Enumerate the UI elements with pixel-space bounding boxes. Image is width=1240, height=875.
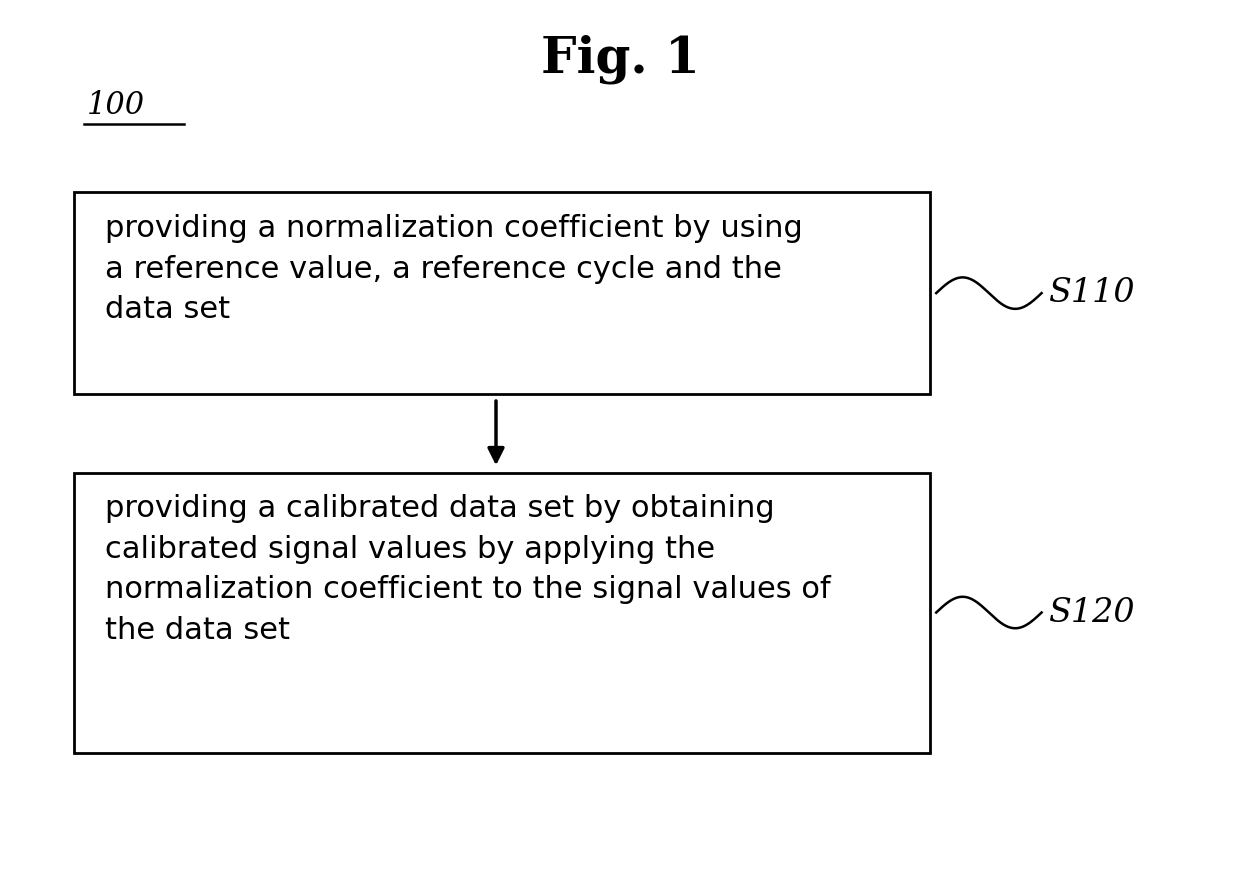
Text: Fig. 1: Fig. 1	[541, 35, 699, 85]
Text: providing a calibrated data set by obtaining
calibrated signal values by applyin: providing a calibrated data set by obtai…	[105, 494, 831, 645]
Bar	[74, 192, 930, 394]
Text: S110: S110	[1048, 277, 1135, 309]
Bar	[74, 473, 930, 752]
Text: S120: S120	[1048, 597, 1135, 628]
Text: 100: 100	[87, 89, 145, 121]
Text: providing a normalization coefficient by using
a reference value, a reference cy: providing a normalization coefficient by…	[105, 214, 804, 325]
